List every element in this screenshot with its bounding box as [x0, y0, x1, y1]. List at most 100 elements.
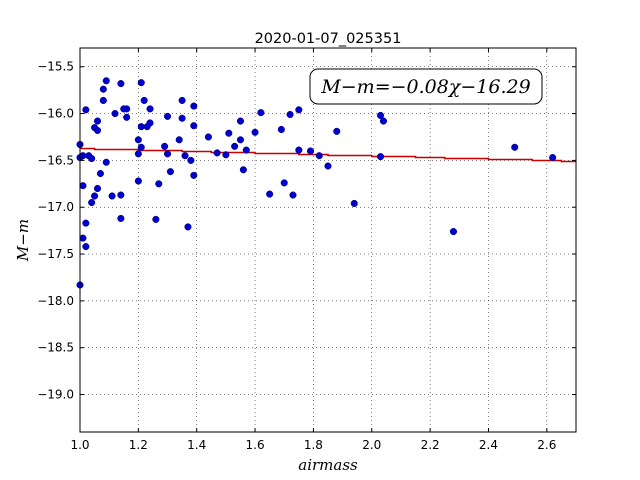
data-point — [286, 110, 294, 119]
data-point — [146, 119, 154, 127]
data-point — [295, 106, 303, 114]
data-point — [231, 142, 239, 150]
data-point — [549, 154, 557, 162]
data-point — [93, 117, 102, 125]
data-point — [111, 110, 119, 118]
data-point — [449, 228, 458, 236]
data-point — [324, 162, 332, 170]
data-point — [117, 214, 125, 223]
y-tick-label: −15.5 — [37, 60, 74, 74]
data-point — [152, 215, 160, 223]
data-point — [239, 166, 247, 174]
data-point — [190, 102, 198, 110]
data-point — [181, 152, 189, 160]
data-point — [295, 146, 303, 154]
data-point — [91, 192, 99, 200]
data-point — [163, 112, 172, 120]
data-point — [184, 223, 192, 231]
data-point — [175, 136, 183, 144]
data-point — [213, 149, 221, 157]
data-point — [137, 143, 145, 151]
fit-line-path — [80, 147, 576, 163]
data-point — [96, 169, 104, 178]
y-tick-label: −16.5 — [37, 153, 74, 167]
data-point — [134, 177, 142, 185]
data-point — [134, 150, 142, 158]
data-point — [79, 234, 87, 242]
x-tick-label: 1.6 — [246, 438, 265, 452]
data-point — [123, 113, 131, 121]
data-point — [93, 126, 102, 134]
data-point — [257, 109, 265, 117]
y-tick-label: −16.0 — [37, 107, 74, 121]
data-point — [251, 128, 259, 136]
annotation-box — [309, 68, 543, 105]
data-point — [306, 147, 315, 155]
data-point — [190, 122, 198, 130]
y-tick-labels: −15.5 −16.0 −16.5 −17.0 −17.5 −18.0 −18.5 −19.0 — [37, 60, 74, 402]
chart-title: 2020-01-07_025351 — [255, 31, 402, 47]
data-point — [99, 96, 107, 104]
data-point — [511, 143, 519, 151]
fit-line — [80, 147, 576, 163]
data-point — [178, 96, 186, 104]
data-point — [222, 151, 230, 159]
data-point — [236, 117, 245, 125]
y-tick-label: −18.5 — [37, 341, 74, 355]
data-point — [161, 142, 169, 150]
data-points — [76, 77, 557, 289]
data-point — [315, 152, 323, 160]
data-point — [266, 190, 274, 198]
data-point — [204, 133, 212, 141]
data-point — [82, 219, 90, 227]
data-point — [93, 184, 102, 193]
data-point — [117, 80, 125, 88]
data-point — [123, 105, 131, 113]
data-point — [190, 171, 198, 179]
data-point — [108, 192, 116, 200]
y-tick-label: −18.0 — [37, 294, 74, 308]
data-point — [333, 127, 341, 135]
y-tick-label: −19.0 — [37, 388, 74, 402]
data-point — [82, 243, 90, 251]
data-point — [187, 156, 195, 164]
data-point — [225, 129, 233, 137]
data-point — [140, 96, 148, 104]
data-point — [289, 191, 297, 199]
data-point — [155, 180, 163, 188]
data-point — [102, 77, 110, 85]
axis-ticks — [79, 48, 576, 432]
x-tick-label: 1.0 — [70, 438, 89, 452]
data-point — [178, 114, 186, 122]
x-tick-labels: 1.0 1.2 1.4 1.6 1.8 2.0 2.2 2.4 2.6 — [70, 438, 556, 452]
x-tick-label: 1.8 — [304, 438, 323, 452]
y-tick-label: −17.5 — [37, 247, 74, 261]
plot-frame — [79, 47, 577, 433]
x-tick-label: 2.4 — [479, 438, 498, 452]
data-point — [376, 111, 385, 119]
data-point — [117, 191, 125, 199]
data-point — [376, 153, 385, 161]
data-point — [79, 182, 87, 190]
data-point — [82, 106, 90, 114]
x-axis-label: airmass — [298, 456, 358, 474]
x-tick-label: 1.2 — [129, 438, 148, 452]
grid-lines — [79, 48, 576, 432]
y-axis-label: M−m — [14, 219, 32, 262]
data-point — [277, 125, 285, 134]
data-point — [350, 199, 358, 208]
data-point — [236, 136, 245, 144]
data-point — [379, 117, 387, 125]
x-tick-label: 1.4 — [187, 438, 206, 452]
data-point — [88, 154, 96, 163]
x-tick-label: 2.2 — [421, 438, 440, 452]
annotation-text: M−m=−0.08χ−16.29 — [320, 76, 530, 98]
data-point — [102, 158, 110, 166]
data-point — [166, 168, 174, 176]
data-point — [134, 136, 142, 144]
data-point — [280, 179, 288, 187]
fit-equation-annotation: M−m=−0.08χ−16.29 — [309, 68, 543, 105]
data-point — [137, 79, 145, 87]
x-tick-label: 2.6 — [537, 438, 556, 452]
